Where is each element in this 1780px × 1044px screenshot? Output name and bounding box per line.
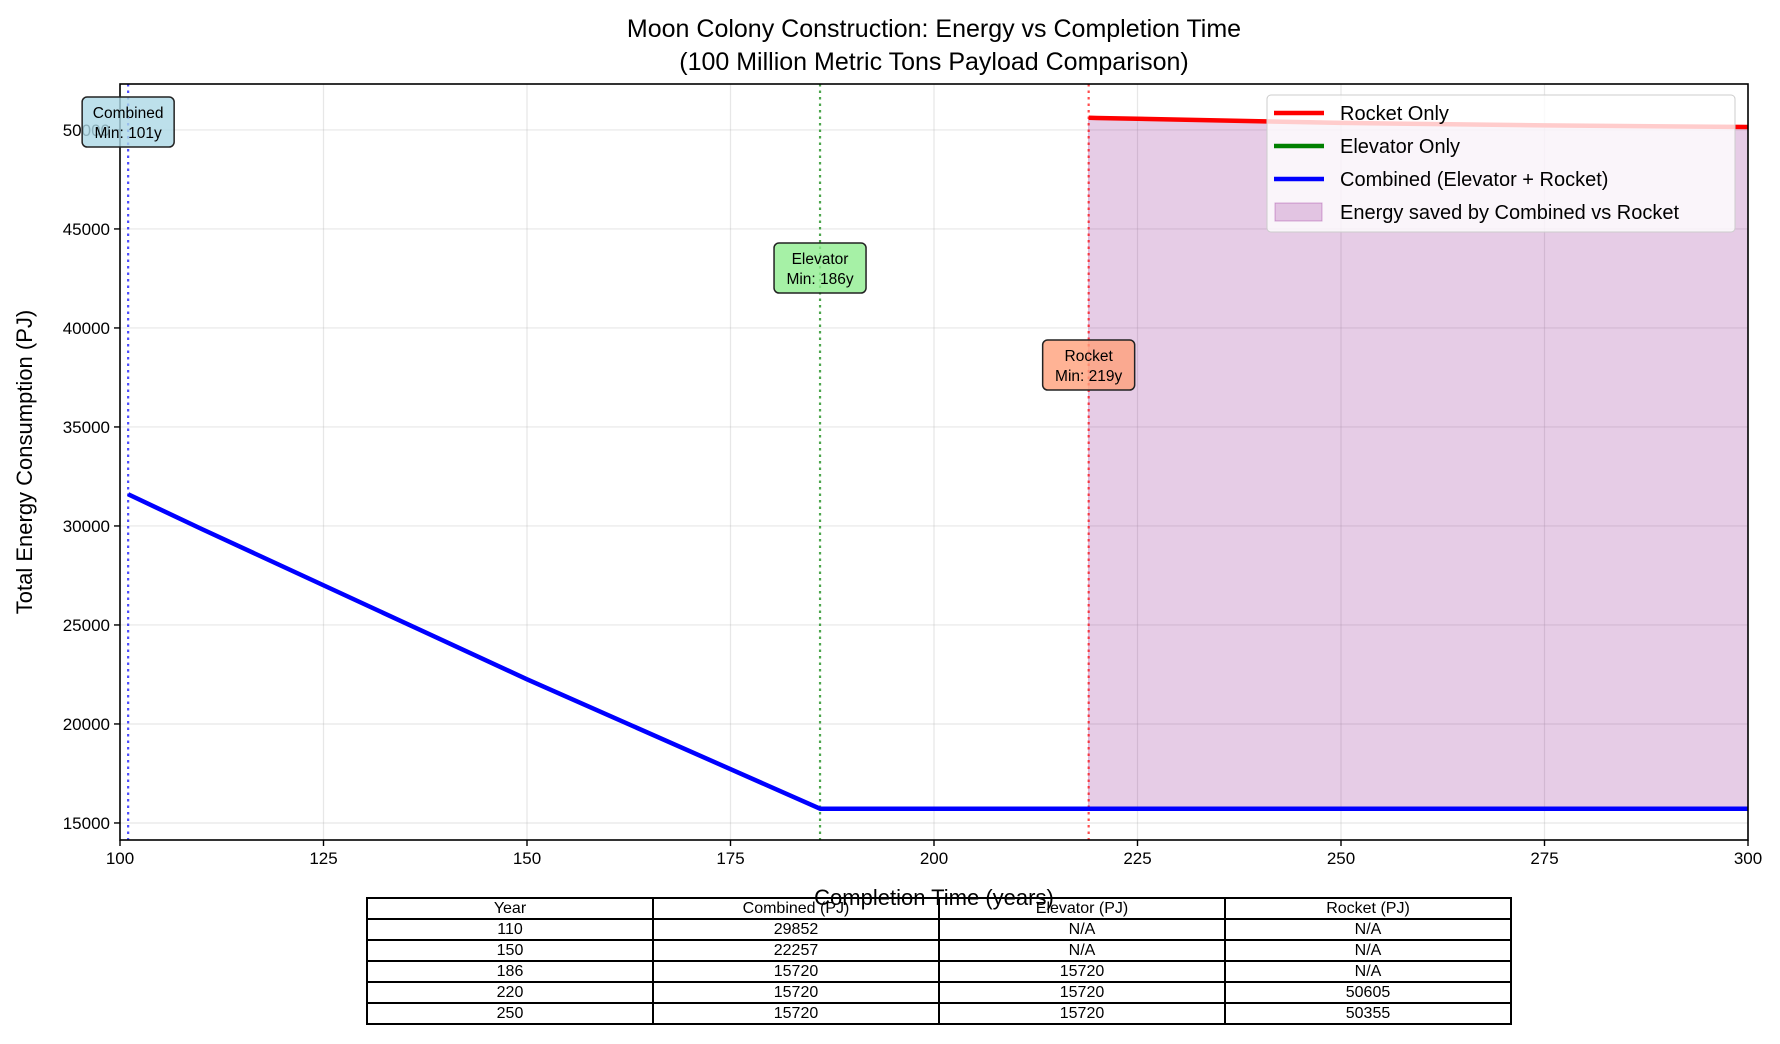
table-row: 186 15720 15720 N/A: [366, 960, 1512, 983]
legend-box: [1266, 94, 1736, 233]
legend-energy-saved-swatch: [1274, 202, 1323, 222]
table-cell: N/A: [1224, 960, 1512, 983]
x-tick-label: 300: [1734, 849, 1762, 868]
table-row: 110 29852 N/A N/A: [366, 918, 1512, 941]
min-time-lines: [127, 84, 1090, 840]
annotation-box: [81, 96, 175, 148]
table-cell: N/A: [938, 918, 1226, 941]
table-row: 220 15720 15720 50605: [366, 981, 1512, 1004]
combined-line: [127, 492, 1748, 811]
summary-table: Year Combined (PJ) Elevator (PJ) Rocket …: [366, 897, 1512, 1025]
table-cell: 186: [366, 960, 654, 983]
table-header: Year: [366, 897, 654, 920]
table-cell: 250: [366, 1002, 654, 1025]
table-cell: 50355: [1224, 1002, 1512, 1025]
x-tick-label: 200: [920, 849, 948, 868]
chart-subtitle: (100 Million Metric Tons Payload Compari…: [679, 48, 1188, 76]
y-axis-label: Total Energy Consumption (PJ): [12, 310, 37, 614]
y-tick-label: 40000: [63, 319, 110, 338]
table-row: 250 15720 15720 50355: [366, 1002, 1512, 1025]
grid: [119, 84, 1749, 840]
legend-rocket-only-label: Rocket Only: [1340, 103, 1449, 125]
x-tick-label: 225: [1123, 849, 1151, 868]
table-cell: 15720: [652, 1002, 940, 1025]
table-cell: 110: [366, 918, 654, 941]
table-cell: 50605: [1224, 981, 1512, 1004]
annotation-label: Min: 101y: [95, 125, 162, 142]
legend-energy-saved-label: Energy saved by Combined vs Rocket: [1340, 202, 1679, 224]
annotation-box: [1041, 339, 1136, 391]
legend-combined-label: Combined (Elevator + Rocket): [1340, 169, 1608, 191]
x-tick-label: 125: [309, 849, 337, 868]
annotation-label: Rocket: [1065, 348, 1114, 365]
table-header: Rocket (PJ): [1224, 897, 1512, 920]
table-cell: 15720: [652, 960, 940, 983]
table-cell: N/A: [938, 939, 1226, 962]
annotations: Combined Min: 101y Elevator Min: 186y Rocket…: [81, 96, 1136, 391]
table-cell: 220: [366, 981, 654, 1004]
legend-elevator-only-label: Elevator Only: [1340, 136, 1460, 158]
annotation-box: [773, 242, 867, 294]
table-cell: 15720: [938, 960, 1226, 983]
table-cell: 29852: [652, 918, 940, 941]
table-cell: N/A: [1224, 939, 1512, 962]
y-tick-label: 25000: [63, 616, 110, 635]
table-cell: 15720: [652, 981, 940, 1004]
chart-title: Moon Colony Construction: Energy vs Comp…: [627, 15, 1241, 43]
annotation-label: Min: 219y: [1055, 368, 1122, 385]
table-header: Elevator (PJ): [938, 897, 1226, 920]
x-tick-label: 175: [716, 849, 744, 868]
annotation-label: Combined: [93, 105, 164, 122]
table-cell: 15720: [938, 981, 1226, 1004]
table-header: Combined (PJ): [652, 897, 940, 920]
table-cell: N/A: [1224, 918, 1512, 941]
x-tick-label: 250: [1327, 849, 1355, 868]
axis-ticks: 100 125 150 175 200 225 250 275 300 15000 20000 250…: [63, 121, 1762, 868]
table-row: 150 22257 N/A N/A: [366, 939, 1512, 962]
x-tick-label: 150: [513, 849, 541, 868]
table-cell: 22257: [652, 939, 940, 962]
legend: Rocket Only Elevator Only Combined (Elevat…: [1266, 94, 1736, 233]
x-tick-label: 100: [106, 849, 134, 868]
table-header-row: Year Combined (PJ) Elevator (PJ) Rocket …: [366, 897, 1512, 920]
y-tick-label: 35000: [63, 418, 110, 437]
annotation-label: Min: 186y: [786, 271, 853, 288]
y-tick-label: 45000: [63, 220, 110, 239]
table-cell: 150: [366, 939, 654, 962]
y-tick-label: 15000: [63, 814, 110, 833]
annotation-label: Elevator: [792, 251, 849, 268]
y-tick-label: 20000: [63, 715, 110, 734]
x-tick-label: 275: [1530, 849, 1558, 868]
y-tick-label: 30000: [63, 517, 110, 536]
table-cell: 15720: [938, 1002, 1226, 1025]
